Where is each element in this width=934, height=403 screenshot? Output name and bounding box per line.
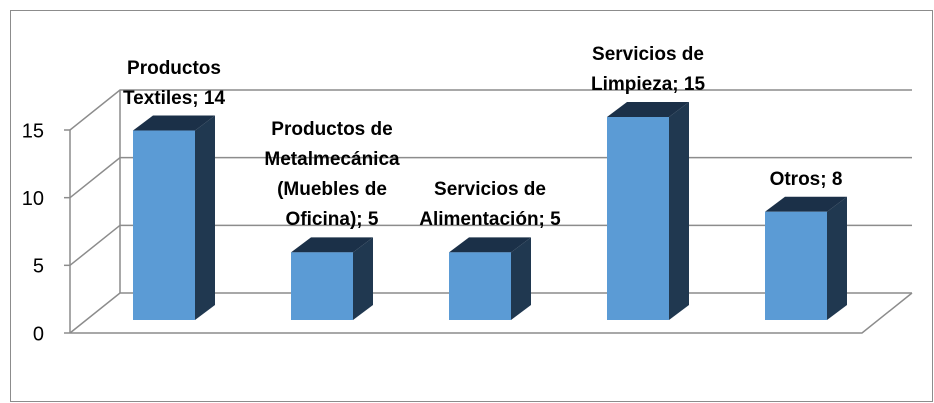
bar bbox=[133, 130, 195, 320]
data-label: Servicios de Limpieza; 15 bbox=[590, 44, 706, 95]
bar-side bbox=[511, 237, 531, 320]
bar-top bbox=[133, 115, 215, 131]
y-tick-label: 10 bbox=[22, 188, 44, 210]
y-tick-label: 5 bbox=[33, 256, 44, 278]
bar-top bbox=[607, 102, 689, 117]
bar-side bbox=[195, 115, 215, 321]
bar-side bbox=[669, 102, 689, 320]
bar bbox=[765, 211, 827, 320]
bar bbox=[449, 252, 511, 320]
data-label: Otros; 8 bbox=[769, 168, 843, 190]
chart-border bbox=[10, 10, 933, 402]
bar-top bbox=[291, 237, 373, 253]
data-label: Productos Textiles; 14 bbox=[122, 57, 226, 109]
y-tick-label: 0 bbox=[33, 323, 44, 345]
bar bbox=[607, 117, 669, 320]
floor-edge bbox=[70, 292, 913, 334]
bar-side bbox=[827, 196, 847, 320]
data-label: Productos de Metalmecánica (Muebles de O… bbox=[264, 119, 400, 231]
bar bbox=[291, 252, 353, 320]
y-tick-label: 15 bbox=[22, 120, 44, 142]
grid-line bbox=[69, 89, 912, 131]
bar-side bbox=[353, 237, 373, 320]
bar-top bbox=[449, 237, 531, 253]
data-label: Servicios de Alimentación; 5 bbox=[419, 179, 561, 231]
bar-top bbox=[765, 196, 847, 212]
